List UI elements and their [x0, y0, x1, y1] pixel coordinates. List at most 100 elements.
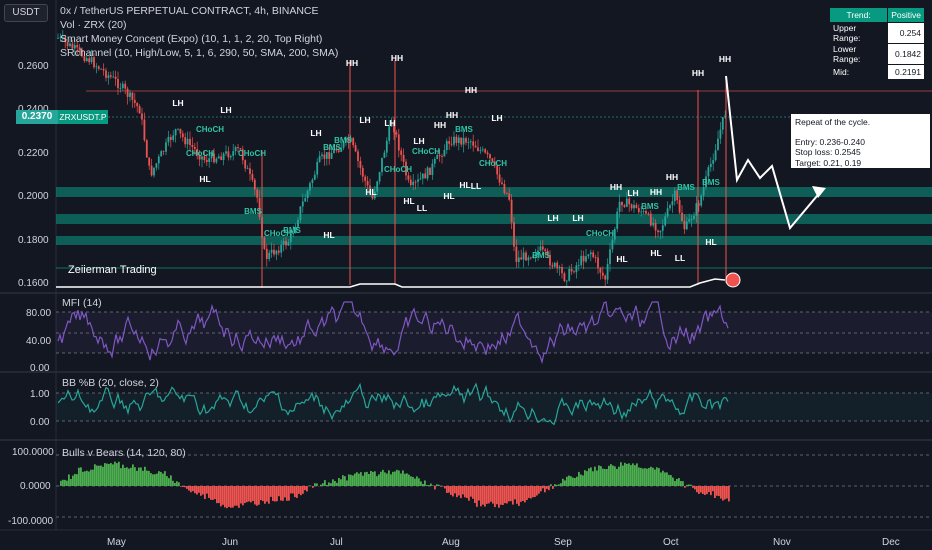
candle-body	[498, 174, 501, 183]
bulls-bears-bar	[246, 486, 248, 503]
bulls-bears-bar	[236, 486, 238, 506]
symbol-title[interactable]: 0x / TetherUS PERPETUAL CONTRACT, 4h, BI…	[60, 5, 319, 17]
candle-body	[493, 161, 496, 166]
bulls-bears-bar	[252, 486, 254, 501]
candle-body	[717, 138, 719, 151]
bulls-bears-bar	[724, 486, 726, 500]
candle-body	[97, 66, 100, 69]
bulls-bears-bar	[676, 479, 678, 486]
bulls-bears-bar	[728, 486, 730, 502]
bulls-bears-bar	[580, 474, 582, 486]
candle-body	[594, 257, 597, 258]
indicator-volume[interactable]: Vol · ZRX (20)	[60, 19, 127, 31]
bulls-bears-bar	[232, 486, 234, 508]
candle-body	[546, 250, 549, 255]
bulls-bears-bar	[84, 471, 86, 486]
candle-body	[129, 92, 131, 97]
bulls-bears-bar	[568, 475, 570, 486]
flag-icon[interactable]	[725, 272, 741, 288]
projection-arrow-head	[812, 186, 826, 198]
bulls-bears-bar	[76, 474, 78, 486]
bulls-bears-bar	[500, 486, 502, 505]
bulls-bears-bar	[348, 474, 350, 486]
bulls-bears-bar	[198, 486, 200, 493]
bulls-bears-bar	[340, 479, 342, 486]
bulls-bears-bar	[320, 484, 322, 486]
bulls-bears-bar	[436, 484, 438, 486]
candle-body	[364, 176, 367, 182]
candle-body	[100, 68, 103, 70]
candle-body	[390, 123, 393, 127]
candle-body	[69, 43, 71, 47]
candle-body	[613, 228, 616, 240]
candle-body	[539, 246, 542, 251]
mfi-title[interactable]: MFI (14)	[62, 297, 102, 309]
bulls-bears-bar	[494, 486, 496, 508]
candle-body	[429, 167, 431, 175]
bulls-bears-bar	[700, 486, 702, 493]
bulls-bears-bar	[352, 475, 354, 486]
bulls-bears-bar	[140, 467, 142, 486]
candle-body	[400, 150, 403, 155]
candle-body	[503, 184, 506, 193]
candle-body	[265, 248, 268, 259]
bulls-bears-bar	[146, 470, 148, 486]
candle-body	[246, 168, 249, 170]
bulls-bears-bar	[680, 480, 682, 486]
bulls-bears-bar	[550, 484, 552, 486]
bulls-bears-bar	[78, 467, 80, 486]
bulls-bears-bar	[670, 475, 672, 486]
bulls-bears-bar	[652, 467, 654, 486]
note-line: Stop loss: 0.2545	[795, 147, 861, 157]
bulls-bears-bar	[478, 486, 480, 501]
structure-label: LH	[491, 113, 502, 123]
trade-note[interactable]: Repeat of the cycle. Entry: 0.236-0.240 …	[791, 114, 930, 168]
bulls-title[interactable]: Bulls v Bears (14, 120, 80)	[62, 447, 186, 459]
bulls-bears-bar	[356, 472, 358, 486]
candle-body	[465, 138, 467, 143]
candle-body	[685, 221, 688, 230]
candle-body	[577, 265, 580, 266]
bulls-bears-bar	[582, 475, 584, 486]
bb-title[interactable]: BB %B (20, close, 2)	[62, 377, 159, 389]
bulls-bears-bar	[640, 467, 642, 486]
bulls-bears-bar	[552, 486, 554, 489]
candle-body	[606, 264, 609, 280]
candle-body	[301, 201, 304, 207]
projection-path	[725, 75, 823, 231]
bulls-bears-bar	[404, 473, 406, 486]
bulls-bears-bar	[666, 472, 668, 486]
bulls-bears-bar	[646, 468, 648, 486]
candle-body	[208, 158, 211, 162]
candle-body	[57, 37, 59, 39]
structure-label: LH	[572, 213, 583, 223]
bulls-bears-bar	[594, 466, 596, 486]
candle-body	[177, 128, 179, 130]
candle-body	[688, 219, 691, 222]
bulls-bears-bar	[110, 463, 112, 486]
candle-body	[714, 150, 717, 161]
sr-zone-lower	[56, 236, 932, 245]
bulls-bears-bar	[174, 482, 176, 486]
candle-body	[234, 147, 237, 152]
currency-button[interactable]: USDT	[4, 4, 48, 22]
bulls-bears-bar	[200, 486, 202, 496]
bulls-bears-bar	[528, 486, 530, 498]
indicator-srchannel[interactable]: SRchannel (10, High/Low, 5, 1, 6, 290, 5…	[60, 47, 339, 59]
bulls-bears-bar	[190, 486, 192, 493]
time-axis-label: Aug	[442, 537, 460, 548]
bb-line	[57, 382, 729, 426]
candle-body	[292, 232, 295, 235]
indicator-smc[interactable]: Smart Money Concept (Expo) (10, 1, 1, 2,…	[60, 33, 323, 45]
candle-body	[385, 140, 388, 153]
candle-body	[628, 198, 631, 205]
bulls-bears-bar	[170, 475, 172, 486]
candle-body	[371, 194, 374, 199]
candle-body	[484, 149, 487, 153]
candle-body	[299, 206, 302, 220]
price-axis-label: 0.1600	[18, 278, 49, 289]
bulls-bears-bar	[520, 486, 522, 502]
bulls-bears-bar	[130, 467, 132, 486]
candle-body	[124, 83, 127, 89]
